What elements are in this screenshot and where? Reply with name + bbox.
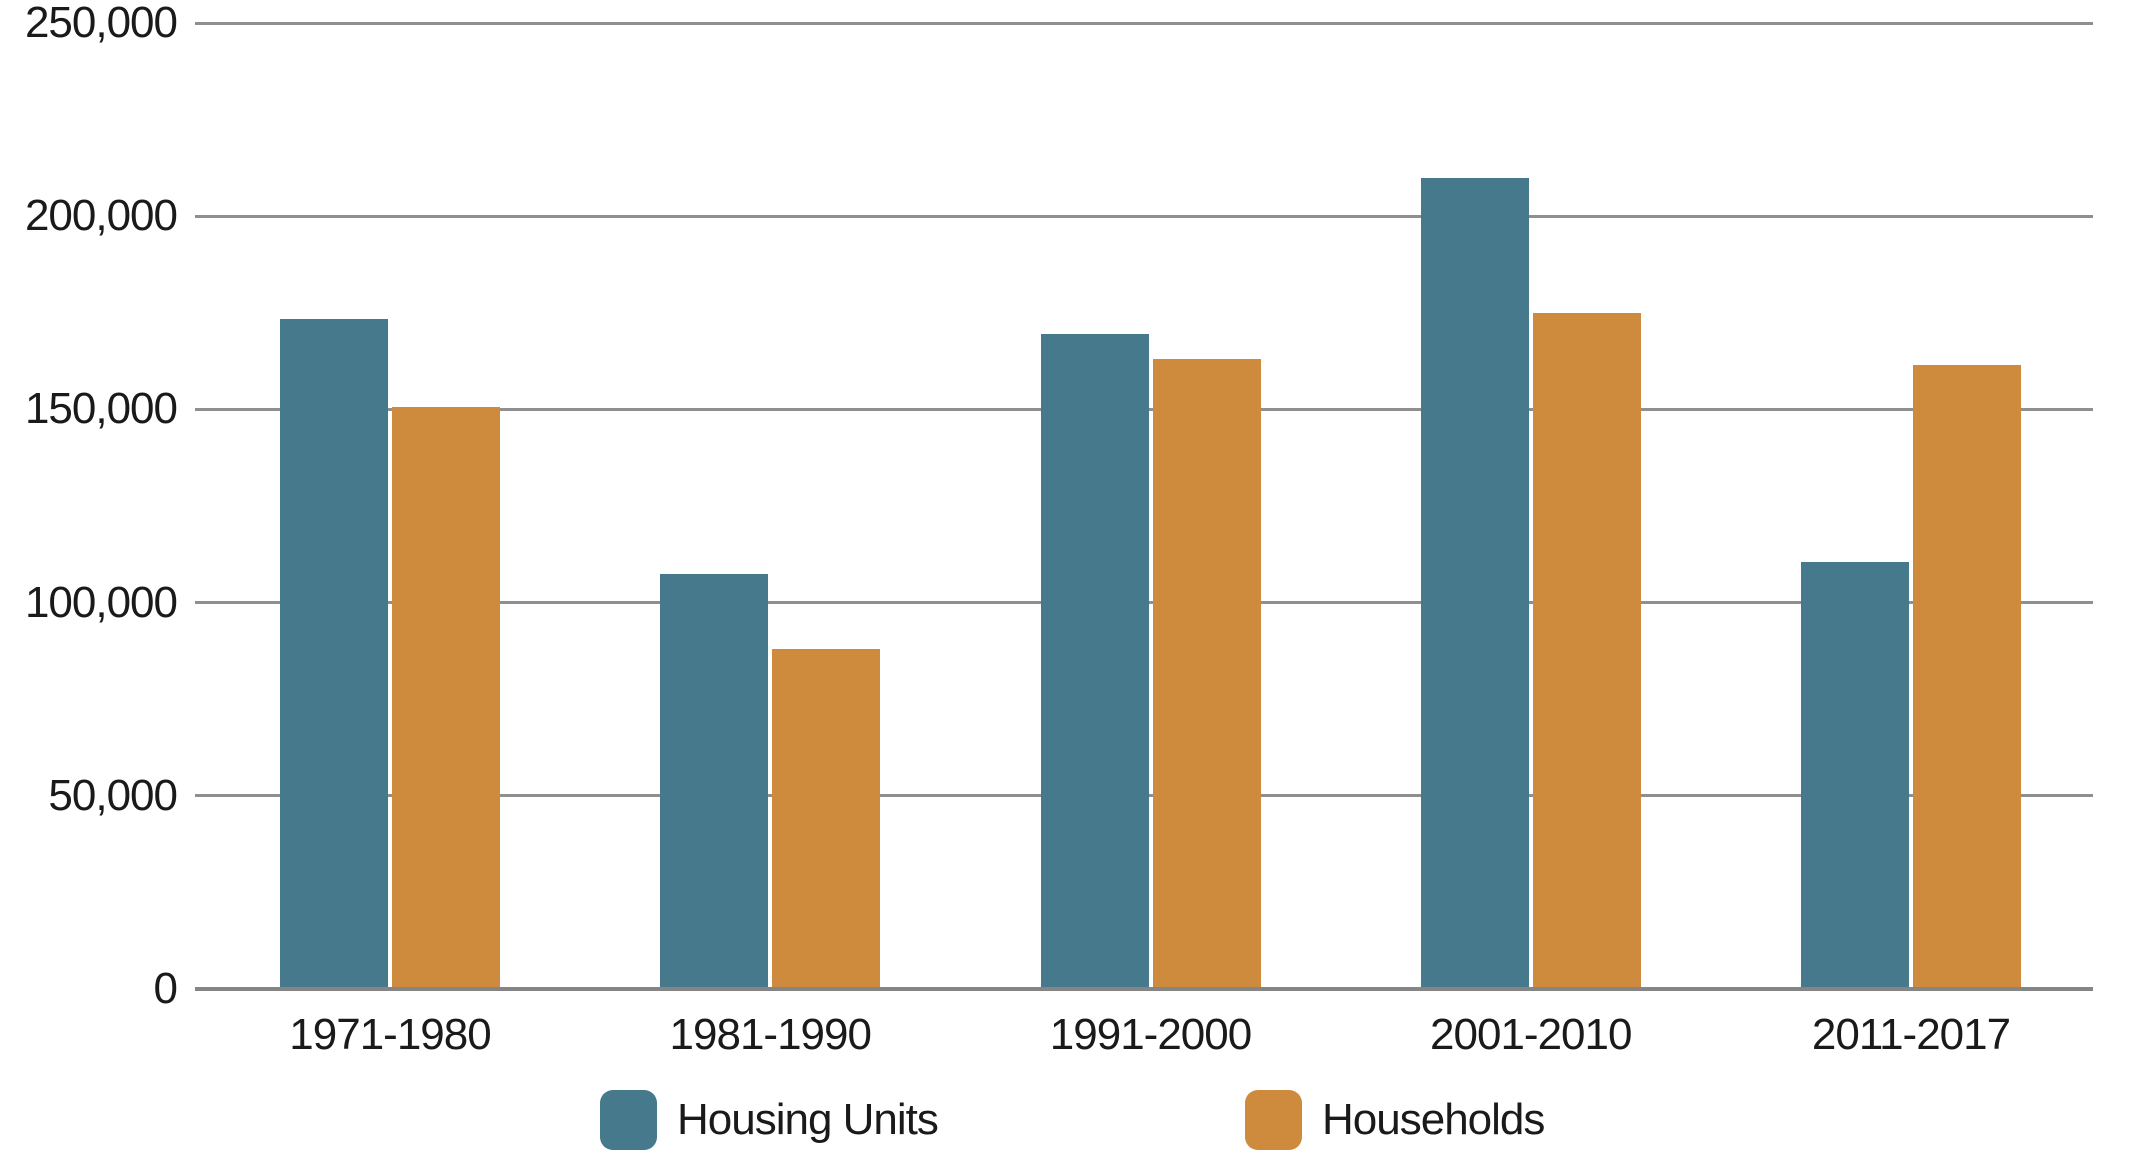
y-axis-tick-label: 200,000: [24, 191, 178, 241]
legend-item-households[interactable]: Households: [1245, 1090, 1545, 1150]
legend-swatch-households: [1245, 1090, 1302, 1150]
y-axis-tick-label: 150,000: [24, 384, 178, 434]
x-axis-line: [195, 987, 2093, 991]
bar-housing-units-1971-1980[interactable]: [280, 318, 388, 987]
bar-households-1981-1990[interactable]: [772, 648, 881, 987]
y-axis-tick-label: 0: [153, 964, 178, 1013]
bar-housing-units-1991-2000[interactable]: [1040, 334, 1149, 987]
legend-label-housing-units: Housing Units: [677, 1095, 939, 1144]
bar-households-1971-1980[interactable]: [392, 407, 500, 987]
bar-housing-units-2011-2017[interactable]: [1801, 562, 1909, 987]
gridline: [195, 21, 2093, 25]
x-axis-category-label: 1971-1980: [289, 1010, 491, 1059]
y-axis-tick-label: 50,000: [48, 770, 178, 820]
y-axis-tick-label: 100,000: [24, 577, 178, 627]
bar-households-2011-2017[interactable]: [1913, 364, 2021, 987]
legend-swatch-housing-units: [600, 1090, 657, 1150]
x-axis-category-label: 1991-2000: [1049, 1010, 1252, 1059]
gridline: [195, 214, 2093, 218]
bar-households-1991-2000[interactable]: [1152, 359, 1261, 987]
bar-housing-units-1981-1990[interactable]: [660, 573, 769, 987]
x-axis-category-label: 2001-2010: [1430, 1010, 1632, 1059]
bar-housing-units-2001-2010[interactable]: [1420, 177, 1529, 987]
bar-households-2001-2010[interactable]: [1532, 312, 1641, 987]
x-axis-category-label: 2011-2017: [1811, 1010, 2011, 1059]
legend-label-households: Households: [1322, 1095, 1545, 1144]
legend-item-housing-units[interactable]: Housing Units: [600, 1090, 939, 1150]
y-axis-tick-label: 250,000: [24, 0, 178, 47]
x-axis-category-label: 1981-1990: [669, 1010, 872, 1059]
